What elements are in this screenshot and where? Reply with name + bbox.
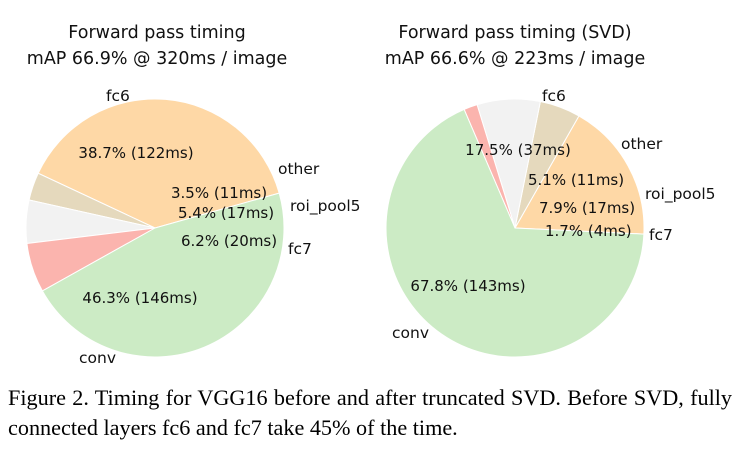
- slice-pct-roi_pool5: 5.4% (17ms): [178, 204, 274, 222]
- slice-pct-conv: 46.3% (146ms): [82, 289, 197, 307]
- pie-subtitle: mAP 66.9% @ 320ms / image: [27, 49, 287, 69]
- slice-pct-other: 3.5% (11ms): [171, 184, 267, 202]
- slice-pct-conv: 67.8% (143ms): [410, 277, 525, 295]
- slice-name-roi_pool5: roi_pool5: [645, 185, 716, 204]
- slice-name-roi_pool5: roi_pool5: [290, 197, 361, 216]
- pie-chart-before-svd: Forward pass timing mAP 66.9% @ 320ms / …: [25, 23, 361, 367]
- slice-pct-fc6: 17.5% (37ms): [465, 141, 571, 159]
- pie-slice-fc6: [37, 98, 280, 229]
- pie-title: Forward pass timing (SVD): [398, 23, 631, 43]
- pie-slice-conv: [41, 192, 285, 358]
- slice-name-fc6: fc6: [106, 87, 130, 105]
- figure-caption: Figure 2. Timing for VGG16 before and af…: [8, 385, 732, 440]
- slice-pct-roi_pool5: 7.9% (17ms): [539, 199, 635, 217]
- slice-pct-other: 5.1% (11ms): [528, 171, 624, 189]
- slice-name-fc6: fc6: [542, 87, 566, 105]
- pie-slice-conv: [385, 108, 645, 358]
- pie-title: Forward pass timing: [68, 23, 245, 43]
- pie-chart-after-svd: Forward pass timing (SVD) mAP 66.6% @ 22…: [385, 23, 716, 358]
- slice-name-fc7: fc7: [288, 240, 312, 258]
- pie-subtitle: mAP 66.6% @ 223ms / image: [385, 49, 645, 69]
- slice-pct-fc7: 1.7% (4ms): [545, 222, 632, 240]
- pie-slice-fc6: [514, 115, 645, 235]
- slice-name-conv: conv: [79, 349, 116, 367]
- slice-name-other: other: [621, 135, 663, 153]
- slice-pct-fc6: 38.7% (122ms): [78, 144, 193, 162]
- slice-pct-fc7: 6.2% (20ms): [181, 232, 277, 250]
- slice-name-conv: conv: [392, 324, 429, 342]
- slice-name-fc7: fc7: [649, 226, 673, 244]
- slice-name-other: other: [278, 160, 320, 178]
